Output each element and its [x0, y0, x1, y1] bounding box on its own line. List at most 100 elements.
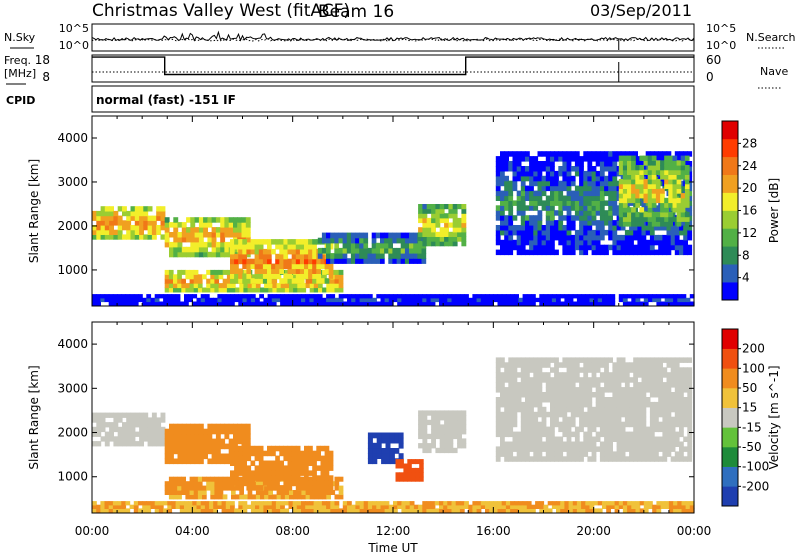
heatmap-cell: [100, 294, 106, 299]
heatmap-cell: [622, 174, 628, 180]
heatmap-cell: [635, 202, 640, 208]
heatmap-cell: [413, 253, 418, 259]
heatmap-cell: [493, 501, 499, 506]
heatmap-cell: [651, 155, 657, 161]
heatmap-cell: [287, 248, 293, 255]
heatmap-cell: [583, 239, 589, 246]
heatmap-cell: [125, 508, 131, 513]
heatmap-cell: [92, 294, 97, 299]
heatmap-cell: [164, 448, 170, 455]
heatmap-cell: [583, 357, 589, 363]
heatmap-cell: [550, 180, 555, 187]
heatmap-cell: [151, 422, 157, 428]
heatmap-cell: [164, 481, 170, 487]
heatmap-cell: [635, 197, 640, 204]
heatmap-cell: [254, 470, 260, 476]
heatmap-cell: [537, 161, 543, 167]
heatmap-cell: [570, 220, 576, 226]
heatmap-cell: [287, 475, 293, 481]
heatmap-cell: [396, 253, 402, 259]
heatmap-cell: [164, 490, 170, 495]
heatmap-cell: [516, 357, 522, 363]
heatmap-cell: [520, 406, 526, 413]
heatmap-cell: [570, 151, 576, 157]
heatmap-cell: [599, 244, 605, 251]
heatmap-cell: [633, 357, 638, 363]
heatmap-cell: [525, 456, 530, 462]
heatmap-cell: [258, 273, 264, 279]
heatmap-cell: [501, 504, 507, 509]
heatmap-cell: [426, 433, 432, 440]
heatmap-cell: [637, 406, 643, 413]
heatmap-cell: [631, 169, 636, 175]
heatmap-cell: [404, 237, 410, 244]
heatmap-cell: [554, 446, 559, 452]
heatmap-cell: [520, 225, 526, 231]
heatmap-cell: [589, 294, 595, 299]
heatmap-cell: [624, 382, 630, 388]
heatmap-cell: [554, 175, 559, 182]
heatmap-cell: [241, 423, 247, 430]
heatmap-cell: [225, 508, 231, 513]
heatmap-cell: [109, 412, 114, 418]
heatmap-cell: [334, 253, 339, 259]
heatmap-cell: [637, 431, 643, 438]
heatmap-cell: [551, 297, 557, 303]
heatmap-cell: [160, 225, 166, 231]
heatmap-cell: [633, 426, 638, 433]
heatmap-cell: [443, 294, 448, 299]
heatmap-cell: [312, 263, 317, 270]
heatmap-cell: [641, 392, 647, 398]
heatmap-cell: [173, 423, 179, 430]
heatmap-cell: [537, 225, 543, 231]
heatmap-cell: [597, 501, 603, 506]
heatmap-cell: [683, 406, 688, 413]
heatmap-cell: [535, 501, 540, 506]
heatmap-cell: [485, 301, 490, 306]
heatmap-cell: [664, 174, 669, 180]
heatmap-cell: [641, 244, 647, 251]
heatmap-cell: [317, 508, 323, 513]
heatmap-cell: [599, 195, 605, 201]
heatmap-cell: [689, 294, 695, 299]
heatmap-cell: [413, 258, 418, 264]
heatmap-cell: [444, 213, 449, 219]
colorbar-swatch: [722, 174, 738, 193]
heatmap-cell: [525, 229, 530, 236]
heatmap-cell: [566, 249, 572, 256]
heatmap-cell: [139, 210, 144, 217]
heatmap-cell: [545, 200, 551, 206]
heatmap-cell: [220, 458, 226, 465]
heatmap-cell: [674, 441, 680, 447]
heatmap-cell: [545, 234, 551, 241]
heatmap-cell: [185, 485, 191, 491]
heatmap-cell: [676, 174, 682, 180]
heatmap-cell: [194, 423, 200, 430]
heatmap-cell: [133, 504, 139, 509]
heatmap-cell: [259, 504, 264, 509]
heatmap-cell: [654, 205, 659, 211]
heatmap-cell: [158, 501, 164, 506]
heatmap-cell: [649, 426, 655, 433]
heatmap-cell: [372, 501, 377, 506]
heatmap-cell: [664, 155, 669, 161]
heatmap-cell: [558, 392, 564, 398]
heatmap-cell: [181, 438, 187, 445]
heatmap-cell: [394, 448, 400, 454]
heatmap-cell: [604, 456, 609, 462]
heatmap-cell: [338, 278, 344, 284]
heatmap-cell: [190, 217, 196, 223]
heatmap-cell: [508, 411, 514, 418]
heatmap-cell: [351, 294, 356, 299]
heatmap-cell: [207, 458, 213, 465]
heatmap-cell: [508, 357, 514, 363]
heatmap-cell: [608, 161, 613, 167]
heatmap-cell: [267, 465, 272, 471]
heatmap-cell: [139, 412, 144, 418]
heatmap-cell: [171, 301, 177, 306]
heatmap-cell: [591, 200, 597, 206]
heatmap-cell: [504, 229, 509, 236]
heatmap-cell: [655, 216, 661, 222]
heatmap-cell: [237, 227, 243, 233]
